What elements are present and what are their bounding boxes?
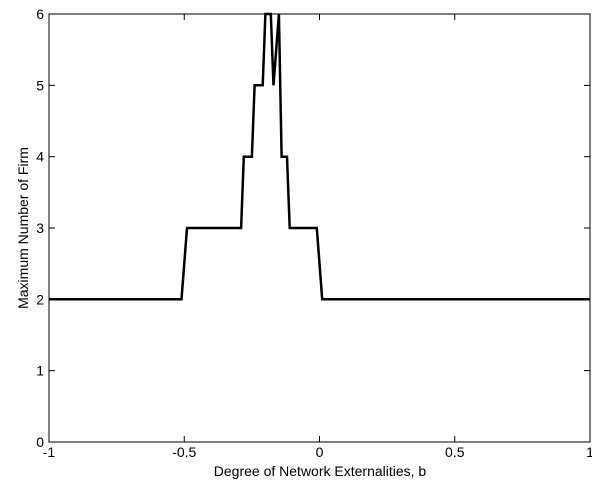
labels-layer: Degree of Network Externalities, b Maxim… xyxy=(15,147,426,479)
x-tick-label: 1 xyxy=(586,444,592,460)
y-axis-label: Maximum Number of Firm xyxy=(15,147,31,309)
y-tick-label: 1 xyxy=(36,363,44,379)
series-layer xyxy=(49,12,590,301)
y-tick-label: 2 xyxy=(36,291,44,307)
x-axis-label: Degree of Network Externalities, b xyxy=(214,463,427,479)
plot-frame xyxy=(48,13,591,443)
x-tick-label: -0.5 xyxy=(172,444,196,460)
y-tick-label: 4 xyxy=(36,149,44,165)
y-tick-label: 5 xyxy=(36,77,44,93)
y-tick-label: 3 xyxy=(36,220,44,236)
x-tick-label: 0.5 xyxy=(445,444,465,460)
series-line xyxy=(49,12,590,301)
ticks-layer: -1 -0.5 0 0.5 1 0 1 2 3 4 5 6 xyxy=(36,6,592,460)
y-tick-label: 6 xyxy=(36,6,44,22)
x-tick-label: 0 xyxy=(316,444,324,460)
plot-area xyxy=(48,13,591,443)
y-tick-label: 0 xyxy=(36,434,44,450)
x-tick-label: -1 xyxy=(43,444,56,460)
